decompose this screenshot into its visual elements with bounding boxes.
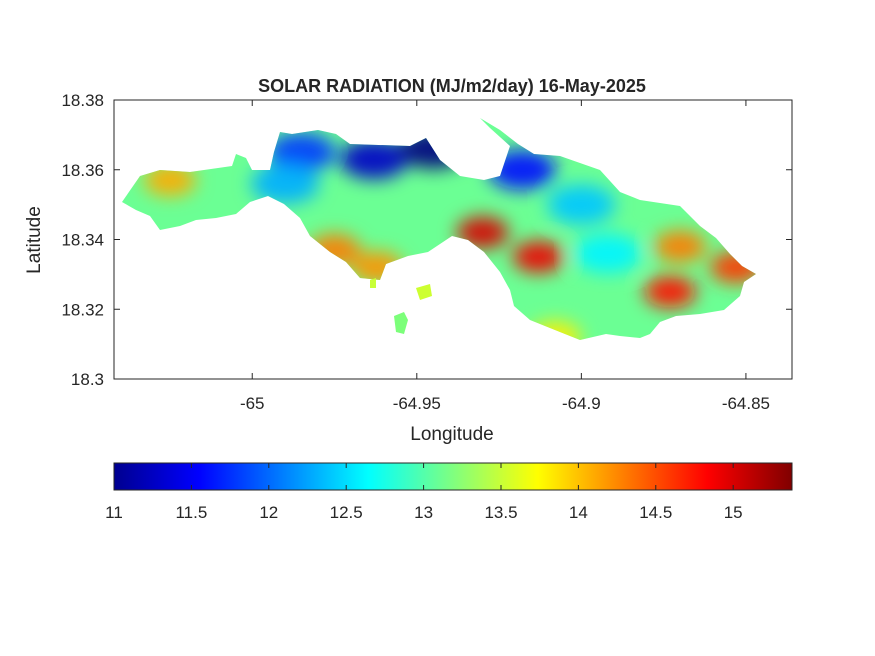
colorbar-tick-label: 15 bbox=[724, 503, 743, 522]
y-axis-label: Latitude bbox=[24, 206, 45, 274]
colorbar-tick-label: 13.5 bbox=[484, 503, 517, 522]
colorbar bbox=[113, 462, 793, 491]
islets bbox=[370, 278, 432, 334]
x-tick-label: -65 bbox=[240, 394, 265, 413]
y-tick-label: 18.3 bbox=[71, 370, 104, 389]
x-axis-label: Longitude bbox=[410, 424, 493, 445]
hotspot-7 bbox=[143, 164, 196, 197]
x-axis-ticks: -65 -64.95 -64.9 -64.85 bbox=[240, 100, 770, 413]
y-tick-label: 18.32 bbox=[61, 300, 104, 319]
colorbar-tick-label: 14.5 bbox=[639, 503, 672, 522]
colorbar-tick-label: 12 bbox=[259, 503, 278, 522]
x-tick-label: -64.95 bbox=[393, 394, 441, 413]
hotspot-10 bbox=[456, 216, 509, 249]
x-tick-label: -64.85 bbox=[722, 394, 770, 413]
coldspot-5 bbox=[573, 233, 642, 274]
hotspot-12 bbox=[644, 275, 697, 308]
y-axis-ticks: 18.3 18.32 18.34 18.36 18.38 bbox=[61, 91, 792, 389]
x-tick-label: -64.9 bbox=[562, 394, 601, 413]
hotspot-11 bbox=[512, 240, 565, 273]
coldspot-6 bbox=[251, 163, 320, 204]
colorbar-tick-label: 14 bbox=[569, 503, 588, 522]
coldspot-0 bbox=[340, 139, 409, 180]
colorbar-tick-label: 12.5 bbox=[330, 503, 363, 522]
colorbar-ticks: 11 11.5 12 12.5 13 13.5 14 14.5 15 bbox=[105, 463, 743, 522]
colorbar-tick-label: 13 bbox=[414, 503, 433, 522]
heatmap-blobs bbox=[143, 128, 756, 340]
chart-title: SOLAR RADIATION (MJ/m2/day) 16-May-2025 bbox=[258, 76, 646, 96]
hotspot-13 bbox=[654, 230, 707, 263]
islet-west bbox=[370, 278, 376, 288]
colorbar-tick-label: 11 bbox=[105, 503, 123, 522]
coldspot-4 bbox=[547, 184, 616, 225]
coldspot-2 bbox=[267, 132, 336, 173]
islet-south-1 bbox=[394, 312, 408, 334]
y-tick-label: 18.38 bbox=[61, 91, 104, 110]
y-tick-label: 18.36 bbox=[61, 161, 104, 180]
y-tick-label: 18.34 bbox=[61, 231, 104, 250]
islet-south-2 bbox=[416, 284, 432, 300]
colorbar-tick-label: 11.5 bbox=[175, 503, 207, 522]
